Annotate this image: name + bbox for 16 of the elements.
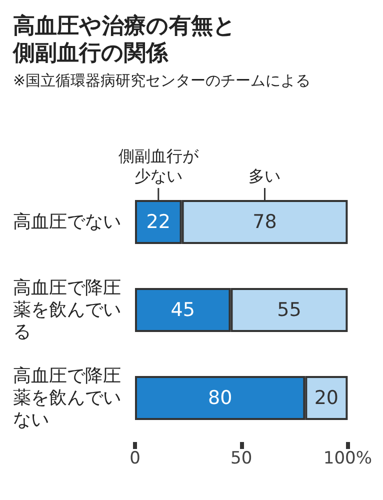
y-tick-label: 高血圧で降圧薬を飲んでいる	[13, 278, 121, 342]
data-label: 20	[314, 387, 339, 409]
chart-title: 高血圧や治療の有無と側副血行の関係	[12, 13, 236, 66]
x-tick-label: 50	[230, 448, 252, 468]
x-tick-label: 0	[130, 448, 140, 468]
data-label: 55	[277, 299, 302, 321]
chart-subtitle: ※国立循環器病研究センターのチームによる	[13, 72, 311, 90]
y-tick-label: 高血圧でない	[13, 212, 121, 232]
data-label: 80	[208, 387, 232, 409]
x-tick-label: 100%	[323, 448, 372, 468]
data-label: 22	[146, 211, 170, 233]
series-label: 多い	[248, 166, 281, 186]
data-label: 45	[170, 299, 195, 321]
series-label: 側副血行が少ない	[118, 146, 200, 186]
y-tick-label: 高血圧で降圧薬を飲んでいない	[13, 366, 121, 430]
data-label: 78	[252, 211, 277, 233]
